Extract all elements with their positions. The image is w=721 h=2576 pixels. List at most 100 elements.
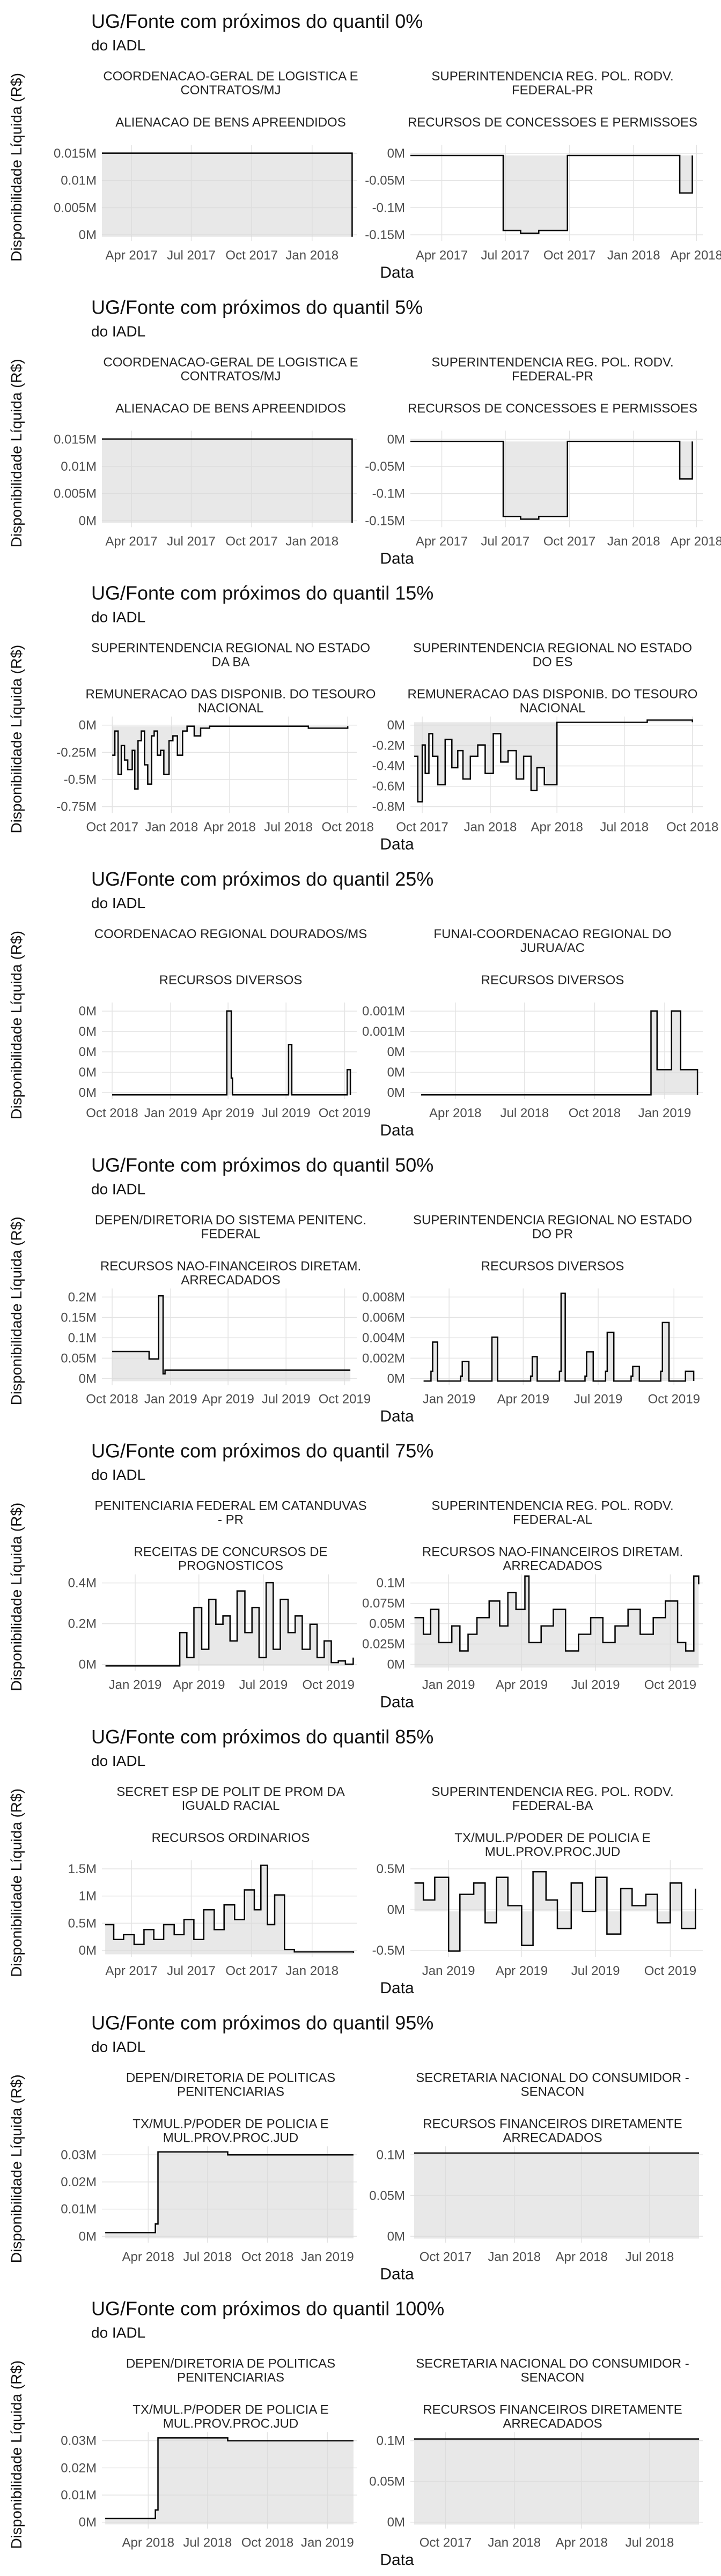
series-area (112, 726, 348, 789)
facet-ug-label: SUPERINTENDENCIA REGIONAL NO ESTADO (413, 641, 692, 656)
chart-title: UG/Fonte com próximos do quantil 85% (91, 1726, 433, 1748)
chart-subtitle: do IADL (91, 2325, 145, 2341)
y-tick-label: 0M (79, 1045, 97, 1059)
y-tick-label: 0M (79, 1658, 97, 1672)
y-tick-label: -0.25M (56, 745, 97, 760)
x-tick-label: Apr 2018 (122, 2250, 174, 2264)
x-tick-label: Jan 2019 (422, 1678, 475, 1692)
x-tick-label: Oct 2017 (543, 534, 595, 548)
y-tick-label: -0.5M (64, 773, 97, 787)
x-tick-label: Jul 2018 (501, 1106, 549, 1120)
y-tick-label: 0M (79, 1025, 97, 1039)
chart-title: UG/Fonte com próximos do quantil 5% (91, 296, 423, 318)
facet-panel: PENITENCIARIA FEDERAL EM CATANDUVAS- PR R… (68, 1499, 367, 1692)
series-area (105, 2438, 354, 2525)
facet-fonte-label: REMUNERACAO DAS DISPONIB. DO TESOURO (408, 687, 698, 702)
x-tick-label: Apr 2019 (173, 1678, 225, 1692)
x-tick-label: Jan 2018 (488, 2536, 541, 2550)
x-tick-label: Jan 2019 (301, 2250, 354, 2264)
x-tick-label: Apr 2018 (429, 1106, 481, 1120)
facet-ug-label: PENITENCIARIA FEDERAL EM CATANDUVAS (94, 1499, 366, 1513)
chart-title: UG/Fonte com próximos do quantil 50% (91, 1154, 433, 1176)
series-line (105, 2151, 354, 2233)
series-area (105, 1583, 354, 1666)
x-tick-label: Oct 2019 (303, 1678, 355, 1692)
facet-fonte-label: RECURSOS FINANCEIROS DIRETAMENTE (423, 2403, 682, 2417)
x-tick-label: Oct 2019 (319, 1392, 371, 1406)
x-tick-label: Oct 2017 (225, 1964, 277, 1978)
y-tick-label: 0.004M (362, 1331, 405, 1345)
facet-fonte-label: TX/MUL.P/PODER DE POLICIA E (133, 2117, 328, 2131)
y-tick-label: 0.01M (61, 2202, 97, 2217)
y-tick-label: 0.2M (68, 1617, 97, 1631)
x-tick-label: Jul 2017 (167, 1964, 216, 1978)
x-tick-label: Apr 2018 (122, 2536, 174, 2550)
chart-title: UG/Fonte com próximos do quantil 15% (91, 582, 433, 604)
facet-ug-label: FEDERAL-PR (512, 369, 593, 383)
facet-fonte-label: RECURSOS NAO-FINANCEIROS DIRETAM. (100, 1259, 361, 1273)
series-line (414, 1575, 700, 1652)
facet-ug-label: COORDENACAO-GERAL DE LOGISTICA E (103, 69, 358, 84)
x-tick-label: Jan 2019 (109, 1678, 162, 1692)
x-axis-label: Data (380, 1979, 414, 1997)
y-axis-label: Disponibilidade Líquida (R$) (8, 1503, 25, 1691)
facet-fonte-label: ARRECADADOS (503, 2130, 602, 2145)
facet-fonte-label: PROGNOSTICOS (178, 1559, 283, 1573)
x-tick-label: Oct 2019 (319, 1106, 371, 1120)
x-tick-label: Oct 2019 (644, 1964, 696, 1978)
y-tick-label: 0.1M (377, 2148, 405, 2162)
y-tick-label: 0.05M (369, 1617, 405, 1631)
facet-panel: SECRETARIA NACIONAL DO CONSUMIDOR -SENAC… (369, 2357, 703, 2550)
x-tick-label: Oct 2018 (569, 1106, 621, 1120)
chart-title: UG/Fonte com próximos do quantil 25% (91, 868, 433, 890)
y-tick-label: 0.001M (362, 1004, 405, 1019)
x-tick-label: Oct 2018 (321, 820, 373, 835)
facet-panel: DEPEN/DIRETORIA DO SISTEMA PENITENC.FEDE… (61, 1213, 371, 1406)
y-tick-label: 0M (79, 1086, 97, 1100)
y-tick-label: 0M (387, 1658, 405, 1672)
series-line (423, 1293, 695, 1382)
chart-title: UG/Fonte com próximos do quantil 95% (91, 2011, 433, 2033)
facet-fonte-label: RECURSOS ORDINARIOS (152, 1831, 310, 1845)
series-area (414, 1872, 696, 1951)
facet-ug-label: FEDERAL-AL (513, 1513, 592, 1527)
x-tick-label: Apr 2019 (496, 1678, 548, 1692)
x-tick-label: Oct 2018 (86, 1106, 138, 1120)
x-tick-label: Oct 2019 (648, 1392, 700, 1406)
facet-ug-label: - PR (218, 1513, 244, 1527)
x-tick-label: Apr 2018 (671, 248, 721, 263)
chart-section: UG/Fonte com próximos do quantil 15% do I… (8, 582, 718, 853)
facet-ug-label: SUPERINTENDENCIA REG. POL. RODV. (431, 69, 673, 84)
series-line (102, 438, 353, 523)
x-tick-label: Oct 2018 (666, 820, 718, 835)
chart-section: UG/Fonte com próximos do quantil 0% do IA… (8, 10, 721, 281)
x-tick-label: Jan 2018 (145, 820, 198, 835)
facet-ug-label: SENACON (521, 2371, 585, 2385)
facet-ug-label: COORDENACAO-GERAL DE LOGISTICA E (103, 355, 358, 369)
series-line (112, 1010, 351, 1096)
x-tick-label: Jul 2018 (626, 2250, 674, 2264)
x-tick-label: Jan 2019 (301, 2536, 354, 2550)
y-tick-label: 0.02M (61, 2461, 97, 2475)
x-axis-label: Data (380, 264, 414, 281)
facet-ug-label: DEPEN/DIRETORIA DE POLITICAS (126, 2357, 335, 2371)
facet-fonte-label: ALIENACAO DE BENS APREENDIDOS (115, 115, 345, 130)
y-axis-label: Disponibilidade Líquida (R$) (8, 2074, 25, 2263)
y-tick-label: 0.15M (61, 1310, 97, 1325)
x-tick-label: Oct 2017 (225, 534, 277, 548)
x-tick-label: Jan 2019 (144, 1106, 197, 1120)
y-tick-label: -0.05M (365, 459, 405, 474)
x-tick-label: Apr 2018 (203, 820, 255, 835)
y-axis-label: Disponibilidade Líquida (R$) (8, 73, 25, 262)
y-tick-label: 0M (79, 2515, 97, 2530)
series-area (414, 2153, 699, 2239)
x-tick-label: Jan 2019 (638, 1106, 691, 1120)
x-tick-label: Jul 2018 (626, 2536, 674, 2550)
x-tick-label: Jul 2018 (183, 2250, 232, 2264)
chart-subtitle: do IADL (91, 1181, 145, 1197)
x-tick-label: Oct 2017 (420, 2536, 472, 2550)
chart-subtitle: do IADL (91, 609, 145, 626)
series-area (105, 2152, 354, 2239)
